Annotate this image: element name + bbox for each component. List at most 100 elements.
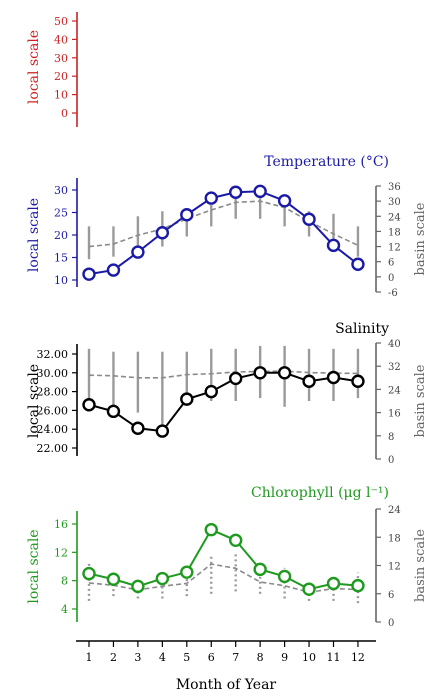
- left-tick-label-0-1: 10: [54, 89, 68, 102]
- local-point-3-11: [351, 578, 365, 593]
- left-tick-label-1-3: 25: [54, 207, 68, 220]
- right-tick-label-1-3: 12: [388, 243, 401, 254]
- left-axis-label-2: local scale: [26, 364, 42, 438]
- right-tick-label-1-0: -6: [388, 288, 398, 299]
- basin-median-line-1: [88, 200, 359, 248]
- right-axis-label-1: basin scale: [413, 202, 428, 275]
- x-tick-label-3: 4: [159, 651, 166, 664]
- left-tick-label-0-5: 50: [54, 15, 68, 28]
- local-series-line-1: [88, 190, 359, 276]
- local-point-1-8: [277, 194, 292, 208]
- x-tick-label-6: 7: [232, 651, 239, 664]
- local-point-2-5: [204, 384, 218, 399]
- local-point-1-1: [106, 263, 121, 277]
- right-tick-label-1-7: 36: [388, 182, 401, 193]
- right-tick-label-3-0: 0: [388, 618, 394, 629]
- right-axis-label-2: basin scale: [413, 364, 428, 437]
- local-point-3-9: [302, 582, 316, 596]
- left-tick-label-1-1: 15: [54, 252, 68, 265]
- local-point-1-6: [228, 185, 243, 199]
- left-tick-label-1-2: 20: [54, 229, 68, 242]
- x-tick-label-11: 12: [351, 651, 365, 664]
- right-tick-label-2-3: 24: [388, 385, 401, 396]
- right-tick-label-3-3: 18: [388, 533, 401, 544]
- x-tick-label-9: 10: [302, 651, 316, 664]
- x-tick-label-2: 3: [134, 651, 141, 664]
- right-tick-label-3-2: 12: [388, 562, 401, 573]
- local-point-1-9: [302, 212, 316, 226]
- left-tick-label-3-1: 8: [61, 575, 68, 588]
- x-tick-label-0: 1: [86, 651, 93, 664]
- x-tick-label-8: 9: [281, 651, 288, 664]
- local-point-3-8: [277, 569, 292, 584]
- right-tick-label-3-4: 24: [388, 505, 401, 516]
- left-tick-label-2-4: 30.00: [37, 367, 69, 380]
- left-tick-label-3-3: 16: [54, 518, 68, 531]
- local-point-3-4: [180, 565, 194, 579]
- left-tick-label-2-2: 26.00: [37, 404, 69, 417]
- local-point-2-10: [326, 370, 341, 385]
- left-tick-label-2-0: 22.00: [37, 442, 69, 455]
- local-series-line-3: [88, 528, 359, 591]
- local-point-1-2: [131, 245, 145, 259]
- left-tick-label-0-2: 20: [54, 70, 68, 83]
- panel-title-3: Chlorophyll (μg l⁻¹): [251, 485, 389, 501]
- basin-median-line-2: [88, 370, 358, 379]
- local-point-2-8: [277, 366, 292, 380]
- local-series-line-2: [88, 371, 359, 433]
- left-tick-label-2-1: 24.00: [37, 423, 69, 436]
- right-tick-label-1-4: 18: [388, 227, 401, 238]
- x-tick-label-7: 8: [257, 651, 264, 664]
- local-point-1-5: [204, 191, 218, 205]
- left-axis-label-1: local scale: [26, 198, 42, 272]
- left-tick-label-2-3: 28.00: [37, 386, 69, 399]
- local-point-2-6: [228, 371, 243, 386]
- local-point-3-10: [326, 576, 341, 591]
- left-axis-label-3: local scale: [26, 529, 42, 603]
- local-point-2-1: [106, 404, 121, 419]
- local-point-1-11: [351, 257, 365, 271]
- panel-title-2: Salinity: [335, 321, 389, 337]
- right-tick-label-3-1: 6: [388, 590, 394, 601]
- left-axis-label-0: local scale: [26, 30, 42, 104]
- left-tick-label-2-5: 32.00: [37, 348, 69, 361]
- x-tick-label-4: 5: [183, 651, 190, 664]
- local-point-1-10: [326, 238, 341, 253]
- local-point-2-9: [302, 374, 316, 388]
- right-axis-label-3: basin scale: [413, 529, 428, 602]
- local-point-3-6: [228, 533, 243, 547]
- x-tick-label-1: 2: [110, 651, 117, 664]
- local-point-3-3: [155, 571, 170, 586]
- right-tick-label-1-5: 24: [388, 212, 401, 223]
- local-point-3-7: [253, 562, 267, 577]
- local-point-3-1: [106, 572, 121, 586]
- local-point-1-0: [82, 267, 96, 281]
- right-tick-label-1-6: 30: [388, 197, 401, 208]
- left-tick-label-1-0: 10: [54, 274, 68, 287]
- x-axis-label: Month of Year: [176, 677, 277, 693]
- right-tick-label-2-2: 16: [388, 409, 401, 420]
- x-tick-label-5: 6: [208, 651, 215, 664]
- right-tick-label-2-0: 0: [388, 455, 394, 466]
- local-point-1-4: [180, 208, 194, 222]
- local-point-2-7: [253, 366, 267, 380]
- local-point-3-5: [204, 522, 218, 537]
- local-point-3-2: [131, 579, 145, 594]
- local-point-2-0: [82, 398, 96, 412]
- right-tick-label-2-1: 8: [388, 432, 394, 443]
- local-point-1-3: [155, 226, 170, 240]
- right-tick-label-2-5: 40: [388, 339, 401, 350]
- left-tick-label-0-3: 30: [54, 52, 68, 65]
- local-point-1-7: [253, 184, 267, 199]
- panel-title-1: Temperature (°C): [264, 154, 389, 170]
- right-tick-label-1-1: 0: [388, 273, 394, 284]
- local-point-2-2: [131, 421, 145, 435]
- right-tick-label-2-4: 32: [388, 362, 401, 373]
- right-tick-label-1-2: 6: [388, 258, 394, 269]
- left-tick-label-0-0: 0: [61, 107, 68, 120]
- local-point-3-0: [82, 566, 96, 581]
- local-point-2-11: [351, 374, 365, 388]
- local-point-2-3: [155, 424, 170, 438]
- left-tick-label-3-0: 4: [61, 603, 68, 616]
